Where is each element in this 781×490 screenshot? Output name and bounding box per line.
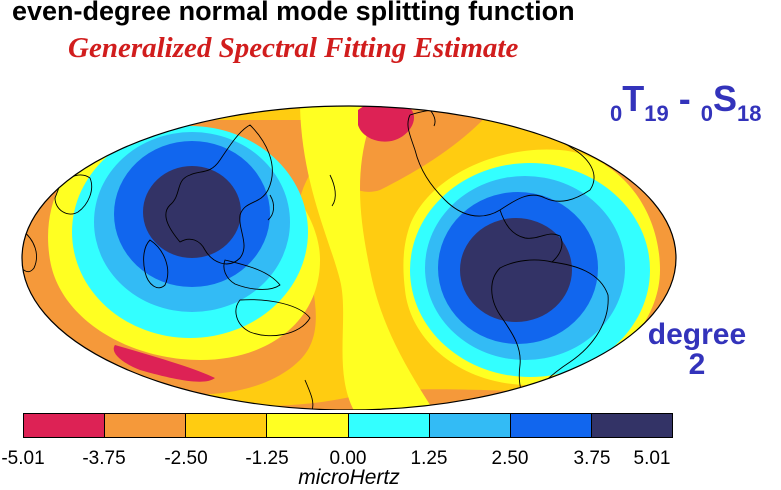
colorbar-unit-label: microHertz [298, 466, 400, 489]
colorbar-tick-label: 2.50 [491, 448, 529, 469]
colorbar-tick-label: -2.50 [164, 448, 208, 469]
contour-navy-west [143, 166, 241, 258]
splitting-function-map [21, 105, 677, 410]
colorbar-segment [429, 414, 511, 437]
contour-red-north [358, 106, 414, 142]
mode-second-letter: S [712, 78, 737, 119]
colorbar [23, 413, 673, 438]
colorbar-segment [24, 414, 106, 437]
contour-navy-east [460, 218, 572, 322]
mode-separator: - [668, 78, 701, 119]
degree-label-text: degree [647, 318, 747, 351]
degree-label-value: 2 [688, 348, 706, 381]
colorbar-tick-label: 0.00 [329, 448, 367, 469]
figure-title: even-degree normal mode splitting functi… [12, 0, 575, 26]
map-outline [21, 105, 677, 410]
colorbar-tick-label: -1.25 [245, 448, 289, 469]
colorbar-ticks: -5.01 -3.75 -2.50 -1.25 0.00 1.25 2.50 3… [0, 448, 781, 470]
colorbar-segment [267, 414, 349, 437]
colorbar-segment [591, 414, 672, 437]
colorbar-segment [510, 414, 592, 437]
colorbar-segment [186, 414, 268, 437]
mode-first-sub: 19 [644, 101, 669, 126]
contour-yellow-belt [300, 106, 440, 410]
mode-label: 0T19 - 0S18 [610, 78, 761, 126]
colorbar-segment [105, 414, 187, 437]
contour-red-south [113, 345, 215, 382]
mode-first-letter: T [622, 78, 645, 119]
colorbar-segment [348, 414, 430, 437]
colorbar-tick-label: 5.01 [633, 448, 671, 469]
colorbar-tick-label: 3.75 [573, 448, 611, 469]
mode-second-prefix: 0 [700, 101, 713, 126]
figure-subtitle: Generalized Spectral Fitting Estimate [68, 32, 519, 64]
mode-second-sub: 18 [737, 101, 762, 126]
colorbar-tick-label: -5.01 [1, 448, 45, 469]
mode-first-prefix: 0 [610, 101, 623, 126]
colorbar-tick-label: -3.75 [82, 448, 126, 469]
colorbar-tick-label: 1.25 [410, 448, 448, 469]
degree-label: degree 2 [632, 320, 762, 380]
